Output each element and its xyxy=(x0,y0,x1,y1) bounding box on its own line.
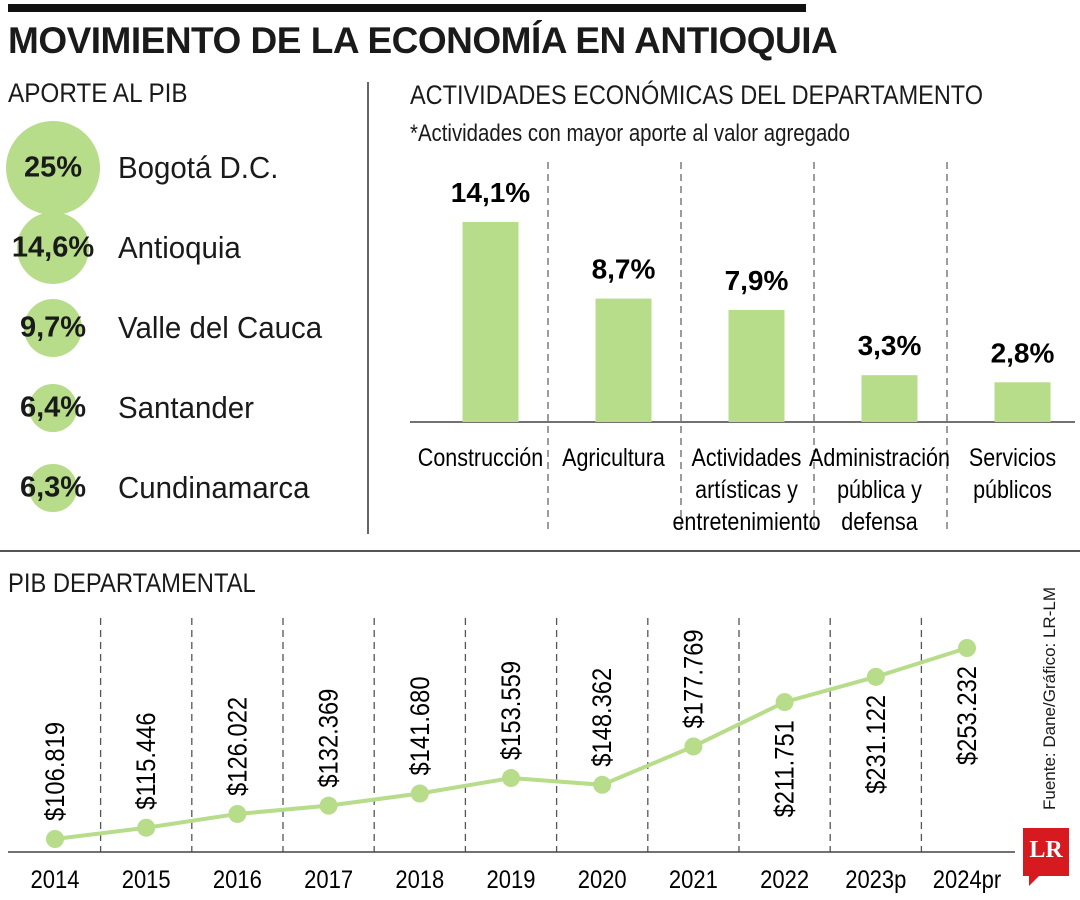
pib-share-region: Bogotá D.C. xyxy=(118,150,279,185)
activity-bar xyxy=(994,382,1051,422)
year-label: 2016 xyxy=(213,866,262,894)
year-label: 2015 xyxy=(122,866,171,894)
gdp-value-label: $106.819 xyxy=(41,722,71,821)
year-label: 2022 xyxy=(760,866,809,894)
gdp-point xyxy=(866,667,885,686)
gdp-value-label: $177.769 xyxy=(679,629,709,728)
activity-value-label: 7,9% xyxy=(725,265,789,296)
pib-share-value: 25% xyxy=(23,151,83,184)
activity-category-label: artísticas y xyxy=(695,475,798,503)
activity-category-label: Construcción xyxy=(418,443,543,471)
pib-share-bubble xyxy=(6,121,100,215)
pib-share-title: APORTE AL PIB xyxy=(8,78,188,108)
lr-logo: LR xyxy=(1023,828,1069,886)
activity-category-label: defensa xyxy=(841,507,917,535)
gdp-value-label: $153.559 xyxy=(497,661,527,760)
pib-share-value: 14,6% xyxy=(11,231,95,264)
pib-share-bubble xyxy=(17,212,89,284)
gdp-value-label: $211.751 xyxy=(770,720,800,817)
year-label: 2018 xyxy=(395,866,444,894)
page-title: MOVIMIENTO DE LA ECONOMÍA EN ANTIOQUIA xyxy=(8,20,838,61)
activity-value-label: 14,1% xyxy=(451,177,530,208)
activity-value-label: 8,7% xyxy=(592,254,656,285)
year-label: 2023p xyxy=(845,866,906,894)
activity-category-label: Servicios xyxy=(969,443,1056,471)
pib-share-bubble xyxy=(23,298,83,358)
activity-category-label: Agricultura xyxy=(562,443,665,471)
activity-bar xyxy=(462,222,519,422)
gdp-line-chart: $106.819 2014 $115.446 2015 $126.022 2016 $132… xyxy=(8,618,1015,894)
gdp-value-label: $115.446 xyxy=(132,712,162,809)
gdp-point xyxy=(46,830,64,848)
pib-share-region: Antioquia xyxy=(118,230,241,265)
gdp-point xyxy=(410,784,429,803)
activity-category-label: Administración xyxy=(809,443,950,471)
pib-share-value: 6,4% xyxy=(19,391,87,424)
year-label: 2024pr xyxy=(933,866,1002,894)
activity-category-label: Actividades xyxy=(692,443,802,471)
pib-share-value: 6,3% xyxy=(19,471,87,504)
year-label: 2017 xyxy=(304,866,353,894)
gdp-value-label: $231.122 xyxy=(861,695,891,794)
gdp-point xyxy=(775,693,794,712)
gdp-title: PIB DEPARTAMENTAL xyxy=(8,568,256,598)
gdp-point xyxy=(958,639,976,657)
activity-category-label: entretenimiento xyxy=(672,507,820,535)
year-label: 2020 xyxy=(578,866,627,894)
gdp-value-label: $132.369 xyxy=(314,689,344,788)
year-label: 2014 xyxy=(31,866,80,894)
gdp-value-label: $141.680 xyxy=(405,676,435,775)
year-label: 2019 xyxy=(487,866,536,894)
activities-subtitle: *Actividades con mayor aporte al valor a… xyxy=(410,120,850,147)
gdp-value-label: $148.362 xyxy=(588,668,618,767)
activities-title: ACTIVIDADES ECONÓMICAS DEL DEPARTAMENTO xyxy=(410,80,984,110)
activity-value-label: 2,8% xyxy=(991,337,1055,368)
activity-bar xyxy=(728,309,785,422)
gdp-value-label: $126.022 xyxy=(223,697,253,796)
gdp-point xyxy=(502,769,520,788)
gdp-point xyxy=(228,804,247,823)
activity-category-label: pública y xyxy=(837,475,922,503)
activity-bar xyxy=(861,375,918,422)
activity-category-label: públicos xyxy=(973,475,1052,503)
activity-value-label: 3,3% xyxy=(858,330,922,361)
pib-share-value: 9,7% xyxy=(19,311,87,344)
gdp-point xyxy=(319,796,338,815)
pib-share-region: Santander xyxy=(118,390,254,425)
gdp-point xyxy=(684,737,703,756)
top-rule xyxy=(8,4,806,12)
pib-share-bubble xyxy=(29,384,77,432)
pib-share-region: Cundinamarca xyxy=(118,470,310,505)
section-divider-horizontal xyxy=(0,550,1080,552)
source-note: Fuente: Dane/Gráfico: LR-LM xyxy=(1040,587,1059,810)
gdp-value-label: $253.232 xyxy=(953,666,983,765)
year-label: 2021 xyxy=(669,866,718,894)
pib-share-bubble xyxy=(29,464,77,512)
gdp-point xyxy=(137,818,156,837)
activity-bar xyxy=(595,298,652,422)
pib-share-region: Valle del Cauca xyxy=(118,310,323,345)
gdp-point xyxy=(593,775,612,794)
activities-bar-chart: 14,1% Construcción 8,7% Agricultura 7,9% Acti… xyxy=(410,162,1075,535)
section-divider-vertical xyxy=(367,82,369,534)
